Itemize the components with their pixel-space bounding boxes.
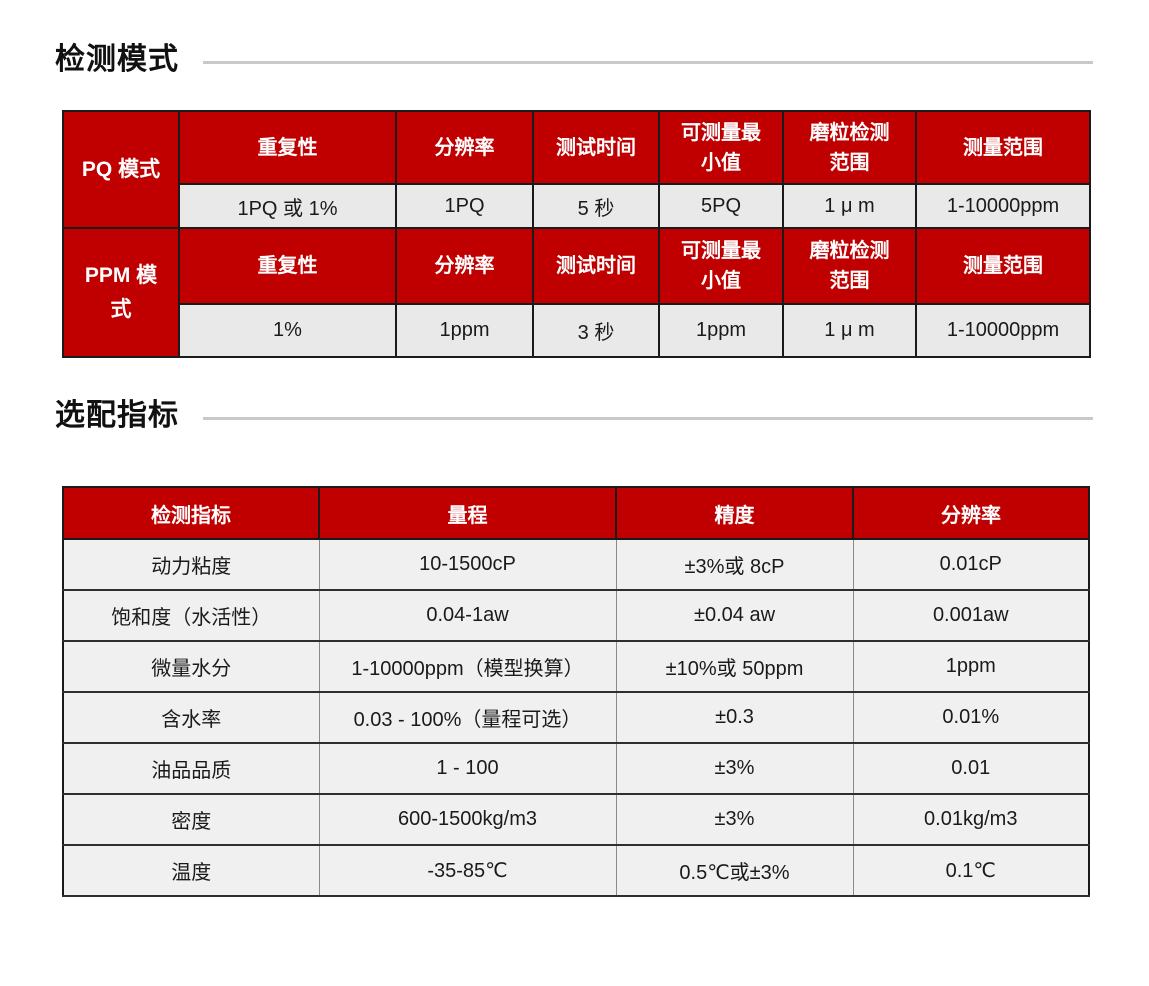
value-cell: 1PQ [395, 183, 534, 229]
value-cell: 1-10000ppm [915, 183, 1091, 229]
spec-cell: 1 - 100 [318, 742, 617, 795]
section-header-detection-mode: 检测模式 [55, 0, 1093, 78]
spec-cell: 微量水分 [62, 640, 320, 693]
value-cell: 3 秒 [532, 303, 660, 358]
page-title: 检测模式 [55, 43, 179, 76]
column-header: 精度 [615, 486, 854, 540]
mode-cell-pq: PQ 模式 [62, 110, 180, 229]
column-header: 磨粒检测范围 [782, 227, 917, 305]
title-rule [203, 60, 1093, 64]
value-cell: 5 秒 [532, 183, 660, 229]
spec-cell: 600-1500kg/m3 [318, 793, 617, 846]
title-rule [203, 416, 1093, 420]
column-header: 可测量最小值 [658, 227, 784, 305]
table-row: PPM 模式 重复性 分辨率 测试时间 可测量最小值 磨粒检测范围 测量范围 [62, 227, 1091, 358]
spec-cell: 油品品质 [62, 742, 320, 795]
spec-cell: 含水率 [62, 691, 320, 744]
table-row: 微量水分 1-10000ppm（模型换算） ±10%或 50ppm 1ppm [62, 640, 1090, 693]
column-header: 量程 [318, 486, 617, 540]
table-row: 饱和度（水活性） 0.04-1aw ±0.04 aw 0.001aw [62, 589, 1090, 642]
table-row: 温度 -35-85℃ 0.5℃或±3% 0.1℃ [62, 844, 1090, 897]
spec-cell: ±3% [615, 742, 854, 795]
spec-cell: ±0.3 [615, 691, 854, 744]
column-header: 分辨率 [852, 486, 1090, 540]
value-cell: 1ppm [395, 303, 534, 358]
column-header: 测试时间 [532, 227, 660, 305]
table-header-row: 检测指标 量程 精度 分辨率 [62, 486, 1090, 540]
spec-cell: 温度 [62, 844, 320, 897]
table-row: 油品品质 1 - 100 ±3% 0.01 [62, 742, 1090, 795]
spec-cell: 10-1500cP [318, 538, 617, 591]
mode-cell-ppm: PPM 模式 [62, 227, 180, 358]
spec-cell: ±3% [615, 793, 854, 846]
column-header: 磨粒检测范围 [782, 110, 917, 185]
spec-cell: 饱和度（水活性） [62, 589, 320, 642]
value-cell: 1 μ m [782, 183, 917, 229]
spec-cell: -35-85℃ [318, 844, 617, 897]
spec-cell: 0.001aw [852, 589, 1090, 642]
value-cell: 1-10000ppm [915, 303, 1091, 358]
column-header: 可测量最小值 [658, 110, 784, 185]
column-header: 分辨率 [395, 110, 534, 185]
column-header: 重复性 [178, 227, 397, 305]
value-cell: 1% [178, 303, 397, 358]
table-row: 密度 600-1500kg/m3 ±3% 0.01kg/m3 [62, 793, 1090, 846]
value-cell: 1 μ m [782, 303, 917, 358]
spec-cell: 0.01kg/m3 [852, 793, 1090, 846]
spec-cell: ±0.04 aw [615, 589, 854, 642]
spec-cell: 1ppm [852, 640, 1090, 693]
column-header: 分辨率 [395, 227, 534, 305]
table-row: 1PQ 或 1% 1PQ 5 秒 5PQ 1 μ m 1-10000ppm [63, 183, 1091, 229]
column-header: 检测指标 [62, 486, 320, 540]
spec-cell: 0.04-1aw [318, 589, 617, 642]
section-header-optional-specs: 选配指标 [55, 398, 1093, 434]
table-row: 动力粘度 10-1500cP ±3%或 8cP 0.01cP [62, 538, 1090, 591]
spec-cell: 0.03 - 100%（量程可选） [318, 691, 617, 744]
spec-cell: 密度 [62, 793, 320, 846]
spec-cell: 0.1℃ [852, 844, 1090, 897]
table-row: PQ 模式 重复性 分辨率 测试时间 可测量最小值 磨粒检测范围 测量范围 [62, 110, 1091, 229]
table-row: 1% 1ppm 3 秒 1ppm 1 μ m 1-10000ppm [63, 303, 1091, 358]
column-header: 重复性 [178, 110, 397, 185]
column-header: 测试时间 [532, 110, 660, 185]
value-cell: 5PQ [658, 183, 784, 229]
value-cell: 1PQ 或 1% [178, 183, 397, 229]
column-header: 测量范围 [915, 110, 1091, 185]
section-title: 选配指标 [55, 399, 179, 432]
spec-cell: 1-10000ppm（模型换算） [318, 640, 617, 693]
spec-cell: 0.01% [852, 691, 1090, 744]
spec-cell: ±3%或 8cP [615, 538, 854, 591]
table-row: 含水率 0.03 - 100%（量程可选） ±0.3 0.01% [62, 691, 1090, 744]
detection-mode-table: PQ 模式 重复性 分辨率 测试时间 可测量最小值 磨粒检测范围 测量范围 1P… [62, 110, 1091, 358]
spec-cell: ±10%或 50ppm [615, 640, 854, 693]
spec-cell: 0.01 [852, 742, 1090, 795]
value-cell: 1ppm [658, 303, 784, 358]
spec-cell: 动力粘度 [62, 538, 320, 591]
optional-specs-table: 检测指标 量程 精度 分辨率 动力粘度 10-1500cP ±3%或 8cP 0… [62, 486, 1090, 897]
spec-cell: 0.01cP [852, 538, 1090, 591]
spec-cell: 0.5℃或±3% [615, 844, 854, 897]
column-header: 测量范围 [915, 227, 1091, 305]
